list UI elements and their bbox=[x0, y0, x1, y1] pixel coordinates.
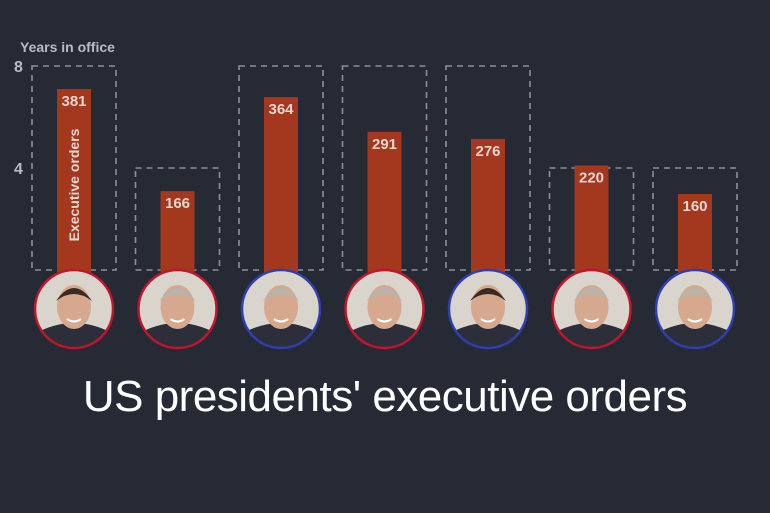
president-portrait bbox=[139, 270, 217, 348]
bar-value-label: 220 bbox=[579, 170, 604, 187]
y-ticks: 48 bbox=[14, 59, 23, 178]
president-column: 291 bbox=[343, 66, 427, 348]
president-column: 166 bbox=[136, 168, 220, 348]
president-column: 160 bbox=[653, 168, 737, 348]
y-tick-label: 8 bbox=[14, 59, 23, 76]
president-portrait bbox=[449, 270, 527, 348]
president-portrait bbox=[242, 270, 320, 348]
president-column: 381 Executive orders bbox=[32, 66, 116, 348]
president-portrait bbox=[346, 270, 424, 348]
bar-value-label: 276 bbox=[475, 143, 500, 160]
y-axis-title: Years in office bbox=[20, 39, 115, 55]
bar-value-label: 291 bbox=[372, 136, 397, 153]
president-column: 276 bbox=[446, 66, 530, 348]
president-portrait bbox=[656, 270, 734, 348]
president-column: 364 bbox=[239, 66, 323, 348]
president-portrait bbox=[35, 270, 113, 348]
chart-title: US presidents' executive orders bbox=[0, 372, 770, 422]
bar-value-label: 381 bbox=[61, 93, 86, 110]
president-column: 220 bbox=[550, 166, 634, 349]
bar-value-label: 364 bbox=[268, 101, 294, 118]
bar-value-label: 166 bbox=[165, 195, 190, 212]
y-tick-label: 4 bbox=[14, 161, 23, 178]
president-columns: 381 Executive orders 166 364 291 276 220 160 bbox=[32, 66, 737, 348]
bar-series-label: Executive orders bbox=[66, 128, 82, 241]
president-portrait bbox=[553, 270, 631, 348]
bar-value-label: 160 bbox=[682, 198, 707, 215]
